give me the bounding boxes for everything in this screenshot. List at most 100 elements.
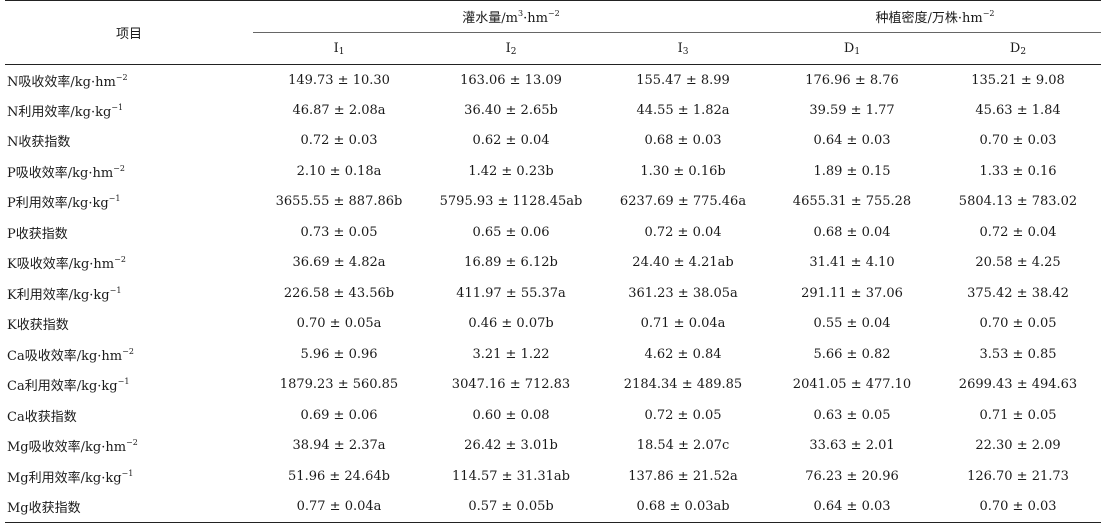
- row-label: Mg吸收效率/kg·hm−2: [5, 431, 253, 462]
- cell-value: 4.62 ± 0.84: [644, 346, 722, 362]
- subheader-subscript: 1: [338, 46, 345, 57]
- cell-value: 155.47 ± 8.99: [636, 72, 730, 88]
- cell-value: 45.63 ± 1.84: [975, 102, 1061, 118]
- table-row: K利用效率/kg·kg−1 226.58 ± 43.56b 411.97 ± 5…: [5, 278, 1101, 309]
- cell-value: 18.54 ± 2.07c: [636, 438, 730, 454]
- row-label: Ca收获指数: [5, 400, 253, 431]
- cell-value: 0.64 ± 0.03: [813, 133, 891, 149]
- row-label-text: N利用效率/kg·kg: [7, 104, 112, 120]
- irrigation-unit-sup1: 3: [517, 9, 524, 18]
- cell-value: 24.40 ± 4.21ab: [632, 255, 734, 271]
- irrigation-unit-sup2: −2: [547, 9, 560, 18]
- row-label-sup: −1: [121, 468, 134, 478]
- irrigation-group-header: 灌水量/m3·hm−2: [253, 0, 769, 33]
- cell-value: 5804.13 ± 783.02: [958, 194, 1078, 210]
- cell-value: 0.57 ± 0.05b: [425, 491, 597, 523]
- table-row: N吸收效率/kg·hm−2 149.73 ± 10.30 163.06 ± 13…: [5, 65, 1101, 96]
- cell-value: 0.72 ± 0.05: [644, 407, 722, 423]
- cell-value: 226.58 ± 43.56b: [283, 285, 395, 301]
- subheader-subscript: 2: [510, 46, 517, 57]
- density-group-label: 种植密度/万株·hm: [875, 11, 983, 26]
- cell-value: 16.89 ± 6.12b: [464, 255, 558, 271]
- cell-value: 2699.43 ± 494.63: [958, 377, 1078, 393]
- cell-value: 33.63 ± 2.01: [809, 438, 895, 454]
- row-label-sup: −1: [109, 285, 122, 295]
- cell-value: 6237.69 ± 775.46a: [619, 194, 747, 210]
- cell-value: 375.42 ± 38.42: [967, 285, 1069, 301]
- row-label: Mg利用效率/kg·kg−1: [5, 461, 253, 492]
- cell-value: 1.89 ± 0.15: [813, 163, 891, 179]
- subheader-subscript: 3: [682, 46, 689, 57]
- cell-value: 3047.16 ± 712.83: [451, 377, 571, 393]
- cell-value: 0.72 ± 0.04: [979, 224, 1057, 240]
- cell-value: 0.70 ± 0.05: [979, 316, 1057, 332]
- row-label: P收获指数: [5, 217, 253, 248]
- row-label-sup: −2: [122, 346, 134, 356]
- cell-value: 137.86 ± 21.52a: [628, 468, 738, 484]
- row-label-sup: −2: [113, 163, 125, 173]
- row-label-text: Mg收获指数: [7, 501, 81, 516]
- subheader-i2: I2: [425, 32, 597, 65]
- row-label: N吸收效率/kg·hm−2: [5, 65, 253, 96]
- cell-value: 0.63 ± 0.05: [813, 407, 891, 423]
- row-label-text: N收获指数: [7, 135, 71, 151]
- cell-value: 46.87 ± 2.08a: [292, 102, 386, 118]
- cell-value: 0.70 ± 0.03: [935, 491, 1102, 523]
- row-label-text: P吸收效率/kg·hm: [7, 165, 114, 181]
- cell-value: 1879.23 ± 560.85: [279, 377, 399, 393]
- cell-value: 20.58 ± 4.25: [975, 255, 1061, 271]
- subheader-subscript: 2: [1020, 46, 1027, 57]
- header-row-treatments: I1 I2 I3 D1 D2: [5, 32, 1102, 65]
- table-row: P收获指数 0.73 ± 0.05 0.65 ± 0.06 0.72 ± 0.0…: [5, 217, 1101, 248]
- subheader-i1: I1: [253, 32, 425, 65]
- cell-value: 0.70 ± 0.03: [979, 133, 1057, 149]
- row-label-text: N吸收效率/kg·hm: [7, 74, 116, 90]
- cell-value: 5.96 ± 0.96: [300, 346, 378, 362]
- cell-value: 2.10 ± 0.18a: [296, 163, 382, 179]
- cell-value: 0.46 ± 0.07b: [468, 316, 554, 332]
- density-unit-sup2: −2: [982, 9, 995, 18]
- subheader-letter: I: [677, 40, 683, 56]
- cell-value: 0.69 ± 0.06: [300, 407, 378, 423]
- density-group-header: 种植密度/万株·hm−2: [769, 0, 1102, 33]
- cell-value: 3655.55 ± 887.86b: [275, 194, 403, 210]
- cell-value: 36.40 ± 2.65b: [464, 102, 558, 118]
- row-label-text: Ca利用效率/kg·kg: [7, 379, 118, 395]
- cell-value: 126.70 ± 21.73: [967, 468, 1069, 484]
- subheader-letter: D: [843, 40, 855, 56]
- cell-value: 0.71 ± 0.05: [979, 407, 1057, 423]
- row-label-sup: −1: [111, 102, 124, 112]
- cell-value: 291.11 ± 37.06: [801, 285, 903, 301]
- cell-value: 0.72 ± 0.04: [644, 224, 722, 240]
- header-row-groups: 项目 灌水量/m3·hm−2 种植密度/万株·hm−2: [5, 0, 1102, 65]
- cell-value: 176.96 ± 8.76: [805, 72, 899, 88]
- item-column-header: 项目: [5, 0, 253, 65]
- subheader-d2: D2: [935, 32, 1102, 65]
- cell-value: 1.42 ± 0.23b: [468, 163, 554, 179]
- table-row: K吸收效率/kg·hm−2 36.69 ± 4.82a 16.89 ± 6.12…: [5, 248, 1101, 279]
- table-row: Ca吸收效率/kg·hm−2 5.96 ± 0.96 3.21 ± 1.22 4…: [5, 339, 1101, 370]
- cell-value: 36.69 ± 4.82a: [292, 255, 386, 271]
- cell-value: 2184.34 ± 489.85: [623, 377, 743, 393]
- table-row: Ca利用效率/kg·kg−1 1879.23 ± 560.85 3047.16 …: [5, 370, 1101, 401]
- row-label-sup: −1: [108, 194, 121, 204]
- cell-value: 3.21 ± 1.22: [472, 346, 550, 362]
- row-label-text: Mg吸收效率/kg·hm: [7, 440, 127, 456]
- cell-value: 4655.31 ± 755.28: [792, 194, 912, 210]
- cell-value: 1.30 ± 0.16b: [640, 163, 726, 179]
- irrigation-unit-mid: ·hm: [523, 11, 548, 26]
- row-label: Ca吸收效率/kg·hm−2: [5, 339, 253, 370]
- table-row: K收获指数 0.70 ± 0.05a 0.46 ± 0.07b 0.71 ± 0…: [5, 309, 1101, 340]
- cell-value: 0.65 ± 0.06: [472, 224, 550, 240]
- cell-value: 38.94 ± 2.37a: [292, 438, 386, 454]
- table-row: P吸收效率/kg·hm−2 2.10 ± 0.18a 1.42 ± 0.23b …: [5, 156, 1101, 187]
- cell-value: 31.41 ± 4.10: [809, 255, 895, 271]
- row-label: K利用效率/kg·kg−1: [5, 278, 253, 309]
- cell-value: 0.72 ± 0.03: [300, 133, 378, 149]
- nutrient-efficiency-table: 项目 灌水量/m3·hm−2 种植密度/万株·hm−2 I1 I2 I3 D1 …: [5, 0, 1102, 523]
- row-label: Ca利用效率/kg·kg−1: [5, 370, 253, 401]
- row-label-text: K收获指数: [7, 318, 69, 334]
- table-row: N收获指数 0.72 ± 0.03 0.62 ± 0.04 0.68 ± 0.0…: [5, 126, 1101, 157]
- cell-value: 0.68 ± 0.03ab: [597, 491, 769, 523]
- subheader-letter: I: [505, 40, 511, 56]
